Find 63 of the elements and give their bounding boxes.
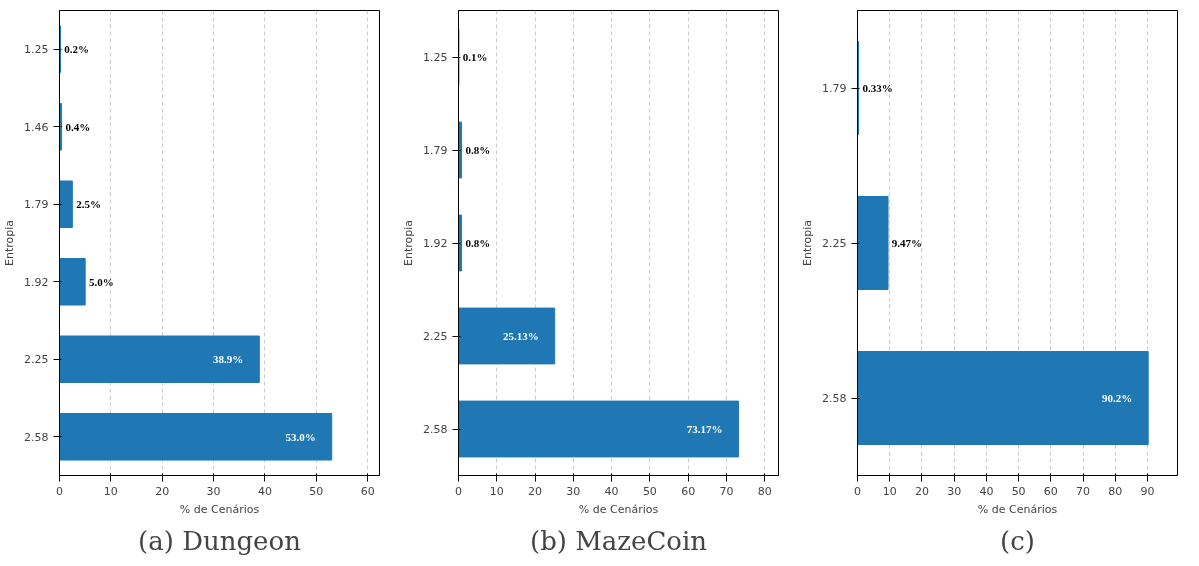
data-label: 38.9% [213, 353, 244, 366]
y-tick-label: 1.92 [24, 275, 49, 289]
x-tick-label: 10 [882, 484, 897, 498]
data-label: 0.2% [64, 43, 90, 56]
data-label: 0.1% [462, 51, 488, 63]
x-tick-label: 40 [604, 484, 619, 498]
data-label: 0.8% [465, 144, 491, 156]
y-axis-title: Entropia [801, 219, 815, 267]
y-tick-label: 1.25 [24, 43, 49, 57]
x-tick-label: 20 [914, 484, 929, 498]
data-label: 73.17% [686, 423, 723, 435]
y-tick-label: 1.25 [423, 51, 448, 64]
y-tick-label: 1.92 [423, 237, 448, 250]
data-label: 9.47% [891, 237, 923, 249]
x-tick-label: 20 [528, 484, 543, 498]
x-tick-label: 40 [257, 484, 272, 498]
x-tick-label: 60 [1043, 484, 1058, 498]
data-label: 5.0% [89, 275, 114, 288]
y-axis-title: Entropia [3, 219, 17, 267]
text: (b) MazeCoin [529, 525, 708, 556]
x-tick-label: 30 [206, 484, 221, 498]
data-label: 90.2% [1101, 392, 1133, 404]
x-tick-label: 40 [979, 484, 994, 498]
y-tick-label: 2.25 [24, 353, 49, 367]
x-tick-label: 50 [1011, 484, 1026, 498]
data-label: 25.13% [502, 330, 539, 342]
x-tick-label: 0 [56, 484, 63, 498]
y-tick-label: 2.58 [423, 423, 448, 436]
x-tick-label: 30 [947, 484, 962, 498]
x-tick-label: 30 [566, 484, 581, 498]
x-tick-label: 80 [757, 484, 772, 498]
y-axis-title: Entropia [402, 219, 416, 267]
y-tick-label: 2.25 [423, 330, 448, 343]
y-tick-label: 2.25 [822, 237, 847, 250]
data-label: 53.0% [285, 430, 316, 443]
data-label: 0.4% [65, 120, 91, 133]
data-label: 0.33% [862, 82, 893, 94]
x-tick-label: 60 [681, 484, 696, 498]
x-tick-label: 80 [1108, 484, 1123, 498]
text: (a) Dungeon [138, 525, 302, 556]
data-label: 2.5% [76, 198, 101, 211]
x-tick-label: 90 [1140, 484, 1155, 498]
y-tick-label: 2.58 [822, 392, 847, 405]
x-tick-label: 10 [489, 484, 504, 498]
x-tick-label: 10 [103, 484, 118, 498]
x-tick-label: 70 [719, 484, 734, 498]
data-label: 0.8% [465, 237, 491, 249]
x-axis-title: % de Cenários [977, 502, 1058, 516]
x-axis-title: % de Cenários [578, 502, 659, 516]
y-tick-label: 1.46 [24, 120, 49, 134]
x-tick-label: 0 [854, 484, 861, 498]
y-tick-label: 2.58 [24, 430, 49, 444]
y-tick-label: 1.79 [423, 144, 448, 157]
x-tick-label: 20 [155, 484, 170, 498]
x-tick-label: 50 [309, 484, 324, 498]
x-tick-label: 70 [1076, 484, 1091, 498]
x-axis-title: % de Cenários [179, 502, 260, 516]
x-tick-label: 0 [455, 484, 462, 498]
x-tick-label: 50 [642, 484, 657, 498]
text: (c) [1000, 525, 1035, 556]
y-tick-label: 1.79 [24, 198, 49, 212]
x-tick-label: 60 [360, 484, 375, 498]
y-tick-label: 1.79 [822, 82, 847, 95]
